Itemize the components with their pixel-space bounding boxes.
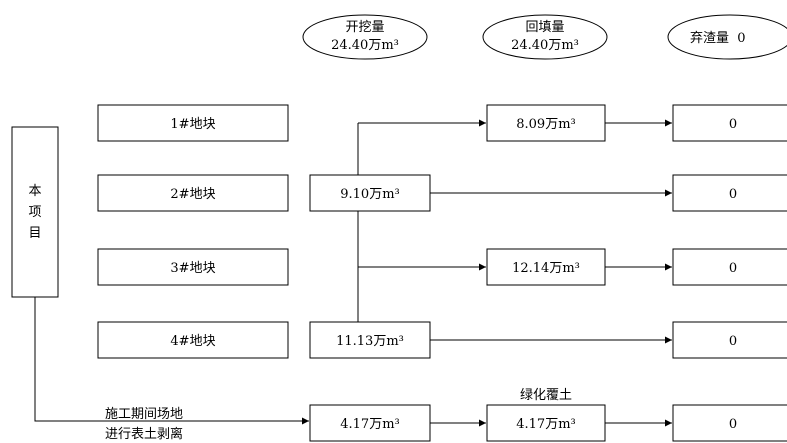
waste-value-2: 0 (729, 187, 737, 202)
plot-4-label: 4#地块 (170, 334, 215, 349)
waste-box-3: 0 (672, 248, 787, 286)
waste-value-5: 0 (729, 417, 737, 432)
fill-header-value: 24.40万m³ (511, 38, 579, 53)
fill-box-1: 8.09万m³ (486, 104, 606, 142)
project-box: 本 项 目 (11, 126, 59, 298)
waste-value-4: 0 (729, 334, 737, 349)
topsoil-label-line-1: 施工期间场地 (105, 407, 183, 422)
waste-box-1: 0 (672, 104, 787, 142)
arrow-project-topsoil (34, 297, 309, 425)
fill-box-2: 12.14万m³ (486, 248, 606, 286)
excavation-header-value: 24.40万m³ (331, 38, 399, 53)
plot-2-box: 2#地块 (97, 174, 289, 212)
plot-3-label: 3#地块 (170, 261, 215, 276)
excavation-box-2: 11.13万m³ (309, 321, 431, 359)
project-char-2: 项 (28, 205, 41, 220)
waste-value-3: 0 (729, 261, 737, 276)
plot-2-label: 2#地块 (170, 187, 215, 202)
waste-header-text: 弃渣量 0 (690, 31, 746, 46)
greening-label: 绿化覆土 (520, 388, 572, 403)
excavation-header: 开挖量 24.40万m³ (302, 14, 428, 60)
waste-box-5: 0 (672, 404, 787, 442)
waste-box-2: 0 (672, 174, 787, 212)
plot-4-box: 4#地块 (97, 321, 289, 359)
connectors (34, 119, 672, 427)
excavation-box-3: 4.17万m³ (309, 404, 431, 442)
excavation-box-1: 9.10万m³ (309, 174, 431, 212)
plot-3-box: 3#地块 (97, 248, 289, 286)
waste-header: 弃渣量 0 (667, 14, 787, 60)
fill-header-title: 回填量 (525, 20, 564, 35)
project-char-3: 目 (28, 226, 41, 241)
excavation-header-title: 开挖量 (345, 20, 384, 35)
waste-value-1: 0 (729, 117, 737, 132)
fill-header: 回填量 24.40万m³ (482, 14, 608, 60)
excavation-value-2: 11.13万m³ (336, 334, 404, 349)
plot-1-box: 1#地块 (97, 104, 289, 142)
project-char-1: 本 (28, 184, 41, 199)
waste-box-4: 0 (672, 321, 787, 359)
plot-1-label: 1#地块 (170, 117, 215, 132)
topsoil-label-line-2: 进行表土剥离 (105, 426, 183, 442)
excavation-value-1: 9.10万m³ (340, 187, 399, 202)
excavation-value-3: 4.17万m³ (340, 417, 399, 432)
fill-value-2: 12.14万m³ (512, 261, 580, 276)
fill-box-3: 4.17万m³ (486, 404, 606, 442)
fill-value-1: 8.09万m³ (516, 117, 575, 132)
fill-value-3: 4.17万m³ (516, 417, 575, 432)
